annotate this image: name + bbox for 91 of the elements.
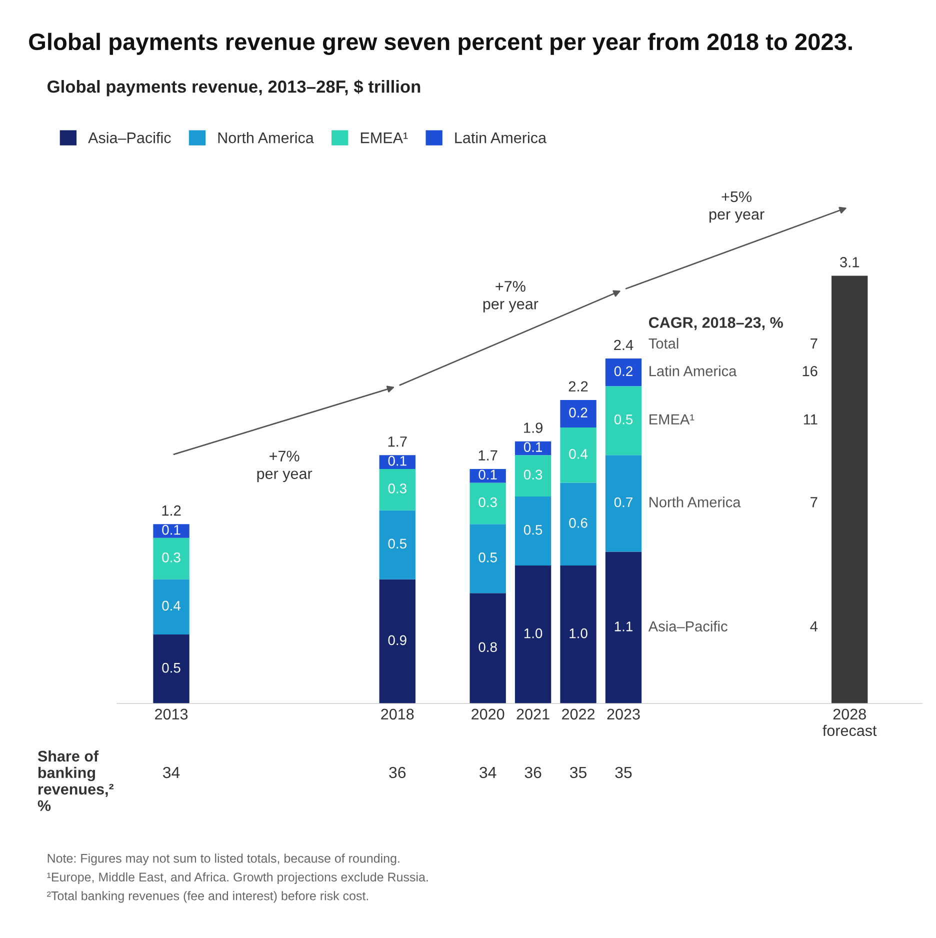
bar: [153, 538, 190, 580]
annotation: +7% per year: [483, 281, 538, 312]
data-label: 0.2: [569, 408, 588, 418]
x-tick-label: 2021: [516, 708, 550, 720]
text: Share of banking revenues,² %: [38, 750, 114, 812]
data-label: 0.1: [162, 524, 180, 535]
data-label: 1.1: [614, 622, 632, 632]
annotation: CAGR, 2018–23, %: [648, 317, 783, 330]
data-label: 0.5: [524, 524, 542, 535]
data-label: 0.5: [388, 538, 406, 549]
annotation: +7% per year: [257, 450, 312, 482]
bar: [379, 510, 416, 580]
x-tick-label: 2020: [472, 708, 504, 720]
text: ¹Europe, Middle East, and Africa. Growth projections exclude Russia.: [47, 872, 428, 884]
x-tick-label: 2018: [381, 708, 414, 720]
annotation: Latin America: [650, 366, 737, 376]
x-tick-label: 2028 forecast: [822, 708, 877, 736]
data-label: 0.1: [524, 442, 542, 452]
bar: [832, 276, 868, 704]
data-label: 0.2: [614, 366, 632, 376]
text: 36: [389, 766, 406, 778]
data-label: 0.3: [162, 552, 180, 562]
legend-label: North America: [218, 132, 314, 144]
bar: [379, 468, 416, 510]
text: +5% per year: [710, 191, 764, 223]
bar: [153, 524, 190, 538]
bar: [470, 524, 506, 594]
data-label: 0.3: [478, 497, 497, 508]
text: Note: Figures may not sum to listed totals, because of rounding.: [48, 854, 400, 866]
annotation: Asia–Pacific: [648, 620, 728, 632]
data-label: 0.6: [569, 518, 588, 528]
bar: [514, 455, 552, 497]
legend-label: Latin America: [455, 132, 546, 144]
text: ²Total banking revenues (fee and interest) before risk cost.: [47, 891, 368, 903]
bar: [605, 552, 642, 704]
bar: [514, 566, 552, 704]
data-label: 0.1: [478, 470, 497, 480]
legend-label: Asia–Pacific: [88, 132, 171, 144]
legend-label: EMEA¹: [360, 132, 408, 144]
total-label: 1.2: [162, 505, 181, 516]
total-label: 2.2: [568, 381, 588, 392]
bar: [605, 455, 642, 552]
text: 35: [570, 766, 586, 778]
total-label: 1.9: [524, 422, 542, 433]
data-label: 0.7: [614, 497, 632, 508]
text: 34: [480, 766, 496, 778]
annotation: 4: [810, 621, 818, 632]
data-label: 0.1: [388, 456, 406, 466]
data-label: 0.4: [569, 449, 588, 459]
data-label: 1.0: [570, 628, 588, 638]
bar: [153, 634, 190, 704]
chart-subtitle: Global payments revenue, 2013–28F, $ trillion: [48, 80, 420, 96]
bar: [560, 566, 596, 704]
annotation: EMEA¹: [650, 414, 694, 424]
total-label: 1.7: [388, 436, 407, 447]
bar: [605, 386, 642, 456]
data-label: 0.4: [162, 600, 181, 611]
data-label: 0.8: [478, 642, 497, 652]
bar: [379, 455, 416, 469]
data-label: 0.9: [388, 635, 406, 646]
annotation: North America: [650, 496, 741, 508]
bar: [379, 579, 416, 704]
annotation: 7: [810, 338, 818, 349]
total-label: 3.1: [840, 257, 860, 268]
data-label: 0.5: [162, 662, 180, 673]
data-label: 1.0: [524, 628, 542, 638]
annotation: 11: [804, 414, 818, 424]
total-label: 1.7: [478, 450, 498, 460]
annotation: 7: [810, 497, 818, 508]
data-label: 0.3: [524, 470, 542, 480]
bar: [470, 482, 506, 524]
bar: [560, 400, 596, 428]
x-tick-label: 2013: [155, 708, 188, 720]
data-label: 0.5: [478, 552, 497, 562]
total-label: 2.4: [614, 340, 634, 350]
data-label: 0.3: [388, 484, 406, 494]
bar: [470, 593, 506, 704]
data-label: 0.5: [614, 414, 633, 424]
chart-title: Global payments revenue grew seven percent per year from 2018 to 2023.: [29, 32, 852, 55]
text: 36: [524, 766, 542, 778]
x-tick-label: 2022: [562, 708, 594, 720]
bar: [560, 482, 596, 566]
text: 34: [162, 766, 180, 778]
bar: [514, 496, 552, 566]
text: 35: [615, 766, 632, 778]
bar: [605, 358, 642, 386]
bar: [153, 579, 190, 635]
annotation: 16: [802, 366, 818, 376]
annotation: Total: [648, 338, 678, 349]
x-tick-label: 2023: [607, 708, 640, 720]
bar: [560, 428, 596, 483]
